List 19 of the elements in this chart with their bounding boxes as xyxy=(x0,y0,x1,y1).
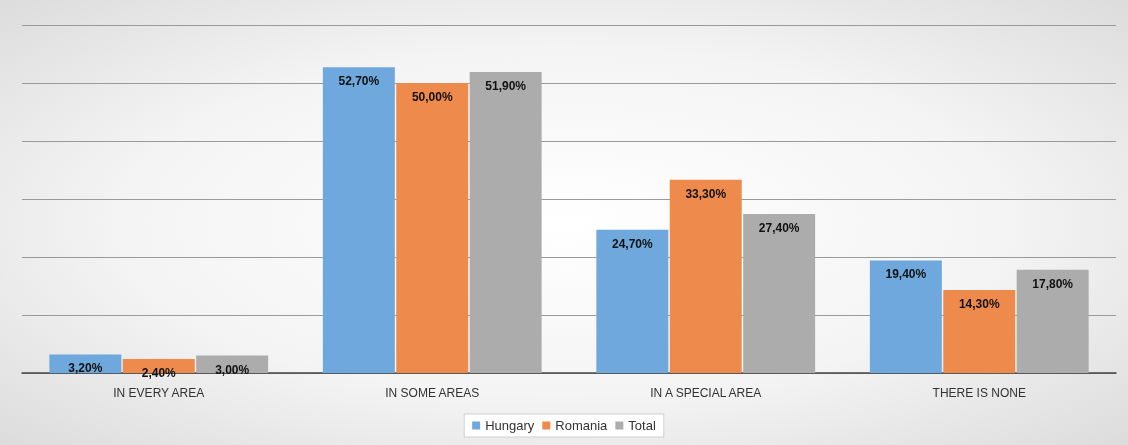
legend-label: Total xyxy=(628,418,656,433)
data-label: 33,30% xyxy=(685,186,727,201)
legend-label: Romania xyxy=(555,418,609,433)
legend-label: Hungary xyxy=(485,418,535,433)
x-tick-label: IN SOME AREAS xyxy=(385,386,480,400)
data-label: 50,00% xyxy=(411,90,453,104)
data-label: 3,20% xyxy=(68,361,103,376)
x-tick-label: IN EVERY AREA xyxy=(113,386,205,400)
data-label: 14,30% xyxy=(958,297,1000,312)
x-tick-label: THERE IS NONE xyxy=(932,386,1026,400)
data-label: 3,00% xyxy=(215,362,250,377)
data-label: 2,40% xyxy=(141,366,177,381)
data-label: 17,80% xyxy=(1032,276,1074,291)
data-label: 19,40% xyxy=(885,267,927,282)
data-label: 51,90% xyxy=(485,78,527,93)
data-label: 52,70% xyxy=(338,74,380,89)
x-tick-label: IN A SPECIAL AREA xyxy=(650,386,762,400)
data-label: 24,70% xyxy=(611,236,654,251)
data-label: 27,40% xyxy=(758,221,800,236)
